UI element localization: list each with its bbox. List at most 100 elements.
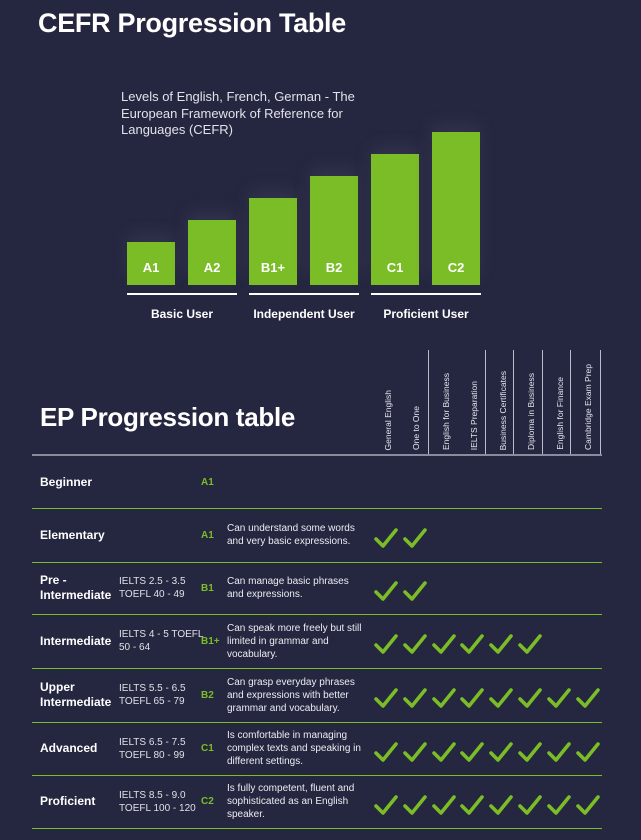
- cefr-bar-b2: [310, 176, 358, 285]
- table-row: Intermediate IELTS 4 - 5 TOEFL 50 - 64 B1+…: [0, 614, 641, 668]
- table-header-divider: [32, 454, 602, 456]
- column-separator: [600, 350, 601, 454]
- column-header: English for Finance: [548, 350, 576, 454]
- check-icon: [518, 741, 542, 763]
- column-header-label: General English: [383, 389, 393, 450]
- check-icon: [576, 794, 600, 816]
- cefr-code: B1: [201, 582, 214, 594]
- check-icon: [547, 794, 571, 816]
- level-description: Can manage basic phrases and expressions…: [227, 576, 349, 600]
- cefr-bar-c1: [371, 154, 419, 285]
- column-separator: [570, 350, 571, 454]
- row-divider: [32, 775, 602, 776]
- level-description: Can speak more freely but still limited …: [227, 622, 362, 660]
- check-icon: [489, 633, 513, 655]
- check-icon: [374, 633, 398, 655]
- column-header-label: English for Finance: [555, 377, 565, 450]
- exam-scores: [119, 508, 204, 562]
- check-icon: [403, 741, 427, 763]
- cefr-bar-a1: [127, 242, 175, 285]
- check-icon: [432, 794, 456, 816]
- table-row: Beginner A1: [0, 456, 641, 508]
- column-header-label: English for Business: [441, 372, 451, 450]
- check-icon: [460, 741, 484, 763]
- independent-user-divider: [249, 293, 359, 295]
- check-icon: [460, 794, 484, 816]
- level-name: Upper Intermediate: [40, 680, 112, 709]
- check-icon: [374, 794, 398, 816]
- column-separator: [542, 350, 543, 454]
- check-icon: [489, 687, 513, 709]
- row-divider: [32, 614, 602, 615]
- check-icon: [460, 687, 484, 709]
- check-icon: [374, 580, 398, 602]
- check-icon: [403, 527, 427, 549]
- level-description: Is fully competent, fluent and sophistic…: [227, 783, 355, 820]
- level-name: Pre - Intermediate: [40, 573, 112, 602]
- cefr-code: B1+: [201, 635, 220, 647]
- cefr-bar-label: B1+: [260, 260, 286, 275]
- basic-user-divider: [127, 293, 237, 295]
- column-header-label: One to One: [411, 406, 421, 450]
- check-icon: [403, 580, 427, 602]
- check-icon: [374, 687, 398, 709]
- level-name: Elementary: [40, 527, 105, 542]
- exam-scores: IELTS 4 - 5 TOEFL 50 - 64: [119, 629, 204, 653]
- check-icon: [576, 687, 600, 709]
- level-name: Intermediate: [40, 633, 112, 648]
- level-description: Can grasp everyday phrases and expressio…: [227, 676, 355, 714]
- table-row: Upper Intermediate IELTS 5.5 - 6.5 TOEFL …: [0, 668, 641, 722]
- column-separator: [428, 350, 429, 454]
- ep-title: EP Progression table: [40, 402, 296, 432]
- cefr-title: CEFR Progression Table: [38, 8, 346, 38]
- check-icon: [489, 794, 513, 816]
- column-header-label: Business Certificates: [498, 370, 508, 450]
- column-header-label: IELTS Preparation: [469, 380, 479, 450]
- check-icon: [547, 741, 571, 763]
- exam-scores: IELTS 2.5 - 3.5 TOEFL 40 - 49: [119, 576, 186, 600]
- check-icon: [518, 687, 542, 709]
- row-divider: [32, 562, 602, 563]
- cefr-bar-label: A1: [142, 260, 160, 275]
- cefr-code: C1: [201, 743, 214, 754]
- row-divider: [32, 508, 602, 509]
- row-divider: [32, 668, 602, 669]
- check-icon: [403, 687, 427, 709]
- column-separator: [513, 350, 514, 454]
- check-icon: [403, 794, 427, 816]
- check-icon: [518, 794, 542, 816]
- group-label-proficient-user: Proficient User: [383, 307, 469, 321]
- table-row: Proficient IELTS 8.5 - 9.0 TOEFL 100 - 12…: [0, 775, 641, 828]
- column-header: English for Business: [434, 350, 462, 454]
- exam-scores: IELTS 8.5 - 9.0 TOEFL 100 - 120: [119, 789, 196, 814]
- column-header: General English: [376, 350, 404, 454]
- check-icon: [518, 633, 542, 655]
- column-header: Business Certificates: [491, 350, 519, 454]
- check-icon: [403, 633, 427, 655]
- cefr-bar-label: B2: [325, 260, 343, 275]
- level-name: Advanced: [40, 741, 98, 755]
- cefr-bar-a2: [188, 220, 236, 285]
- cefr-subtitle: Levels of English, French, German - The …: [121, 89, 355, 137]
- column-header-label: Diploma in Business: [526, 372, 536, 450]
- cefr-bar-label: C2: [447, 260, 465, 275]
- cefr-code: C2: [201, 796, 214, 807]
- check-icon: [460, 633, 484, 655]
- level-name: Proficient: [40, 794, 96, 808]
- level-name: Beginner: [40, 474, 93, 489]
- check-icon: [374, 741, 398, 763]
- table-row: Elementary A1 Can understand some words an…: [0, 508, 641, 562]
- cefr-code: A1: [201, 529, 214, 541]
- exam-scores: IELTS 6.5 - 7.5 TOEFL 80 - 99: [119, 736, 186, 761]
- cefr-code: A1: [201, 476, 214, 488]
- check-icon: [374, 527, 398, 549]
- column-separator: [485, 350, 486, 454]
- level-description: Is comfortable in managing complex texts…: [227, 730, 361, 767]
- check-icon: [432, 687, 456, 709]
- cefr-bar-label: A2: [203, 260, 221, 275]
- cefr-bar-c2: [432, 132, 480, 285]
- check-icon: [576, 741, 600, 763]
- table-row: Advanced IELTS 6.5 - 7.5 TOEFL 80 - 99 C1 I…: [0, 722, 641, 775]
- column-header-label: Cambridge Exam Prep: [583, 364, 593, 450]
- cefr-bar-b1plus: [249, 198, 297, 285]
